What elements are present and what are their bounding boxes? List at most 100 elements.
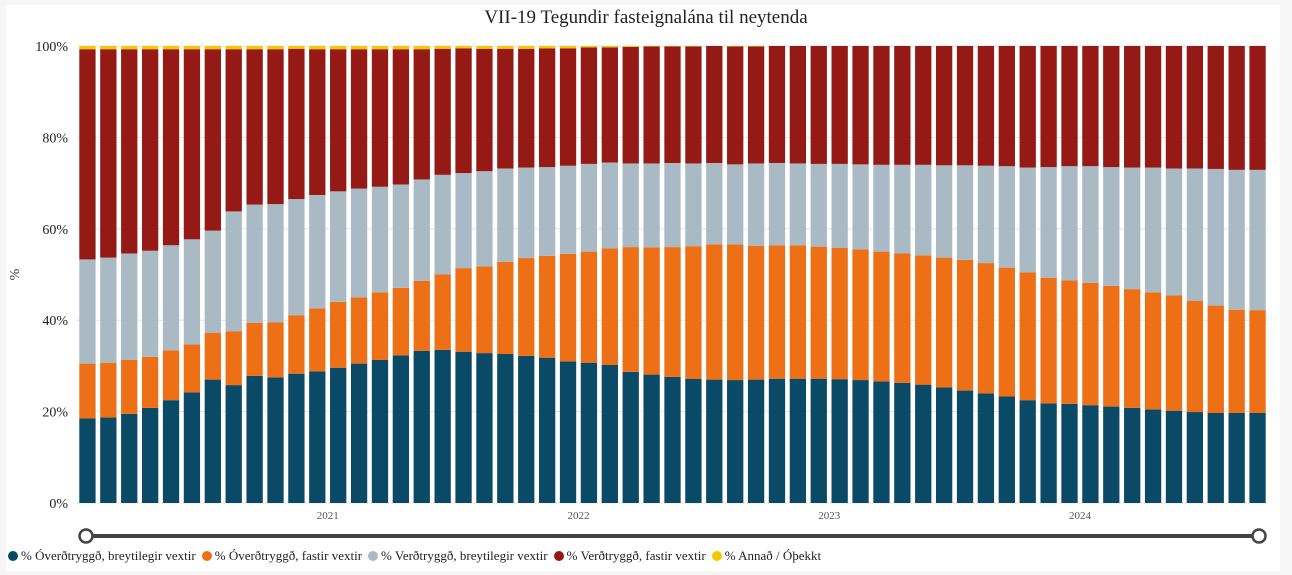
legend-item[interactable]: % Óverðtryggð, breytilegir vextir [8,548,196,564]
bar-segment-series-1-period-38 [873,251,890,382]
legend-item[interactable]: % Verðtryggð, breytilegir vextir [368,548,548,564]
bar-segment-series-0-period-38 [873,381,890,503]
bar-segment-series-0-period-1 [100,417,117,503]
bar-segment-series-3-period-19 [476,48,493,172]
bar-segment-series-1-period-9 [267,322,284,378]
bar-segment-series-2-period-47 [1061,166,1078,281]
bar-segment-series-3-period-30 [706,46,723,163]
bar-segment-series-2-period-48 [1082,166,1099,283]
bar-segment-series-0-period-49 [1103,406,1120,503]
date-range-slider[interactable] [78,528,1267,544]
bar-segment-series-2-period-44 [998,166,1015,268]
bar-segment-series-3-period-48 [1082,46,1099,167]
bar-segment-series-3-period-34 [789,46,807,164]
bar-segment-series-4-period-23 [559,46,577,49]
bar-segment-series-2-period-14 [371,186,389,293]
bar-segment-series-3-period-43 [977,46,995,166]
bar-segment-series-0-period-45 [1019,400,1036,503]
bar-segment-series-2-period-55 [1228,169,1245,310]
bar-segment-series-3-period-17 [434,48,451,175]
bar-segment-series-0-period-48 [1082,405,1099,503]
x-tick-label: 2021 [317,510,339,522]
bar-segment-series-0-period-17 [434,349,451,503]
bar-segment-series-3-period-55 [1228,46,1245,170]
bar-segment-series-1-period-21 [518,258,535,356]
bar-segment-series-2-period-32 [747,163,765,246]
bar-segment-series-3-period-23 [559,48,577,166]
bar-segment-series-0-period-46 [1040,403,1057,503]
bar-segment-series-0-period-22 [538,357,556,503]
bar-segment-series-2-period-40 [915,164,932,256]
bar-segment-series-2-period-22 [538,167,556,256]
bar-segment-series-3-period-42 [956,46,974,166]
legend-item[interactable]: % Verðtryggð, fastir vextir [553,548,706,564]
bar-segment-series-4-period-13 [350,46,368,50]
bar-segment-series-2-period-35 [810,163,827,247]
y-tick-label: 40% [42,314,68,329]
bar-segment-series-0-period-4 [162,400,180,503]
bar-segment-series-1-period-20 [497,261,514,355]
y-tick-label: 20% [42,406,68,421]
bar-segment-series-4-period-6 [204,46,221,50]
bar-segment-series-2-period-30 [706,162,723,245]
bar-segment-series-2-period-23 [559,165,577,254]
bar-segment-series-1-period-11 [309,308,326,372]
bar-segment-series-1-period-40 [915,255,932,385]
bar-segment-series-1-period-32 [747,245,765,380]
bar-segment-series-0-period-28 [664,376,681,503]
bar-segment-series-2-period-4 [162,245,180,351]
bar-segment-series-1-period-41 [935,257,953,388]
bar-segment-series-1-period-43 [977,263,995,394]
bar-segment-series-3-period-45 [1019,46,1036,168]
bar-segment-series-0-period-19 [476,353,493,503]
x-tick-label: 2022 [567,510,589,522]
bar-segment-series-0-period-30 [706,379,723,503]
bar-segment-series-0-period-40 [915,384,932,503]
bar-segment-series-3-period-15 [392,49,410,185]
bar-segment-series-1-period-0 [79,363,96,419]
bar-segment-series-2-period-15 [392,184,410,288]
bar-segment-series-3-period-24 [580,47,598,164]
bar-segment-series-1-period-39 [894,253,911,383]
bar-segment-series-1-period-3 [141,356,159,408]
bar-segment-series-0-period-3 [141,407,159,503]
bar-segment-series-3-period-3 [141,49,159,251]
slider-handle-end[interactable] [1251,528,1267,544]
slider-handle-start[interactable] [78,528,94,544]
bar-segment-series-2-period-41 [935,165,953,258]
bar-segment-series-1-period-4 [162,350,180,401]
bar-segment-series-2-period-17 [434,174,451,275]
bar-segment-series-0-period-29 [685,378,702,503]
bar-segment-series-3-period-4 [162,49,180,246]
bar-segment-series-4-period-5 [183,46,201,50]
bar-segment-series-1-period-35 [810,246,827,379]
bar-segment-series-1-period-31 [727,244,744,381]
bar-segment-series-2-period-56 [1249,169,1266,311]
bar-segment-series-0-period-13 [350,363,368,503]
legend-label: % Verðtryggð, fastir vextir [566,548,706,563]
bar-segment-series-4-period-8 [246,46,263,50]
bar-segment-series-3-period-20 [497,48,514,169]
bar-segment-series-0-period-43 [977,393,995,503]
bar-segment-series-0-period-27 [643,374,660,503]
bar-segment-series-2-period-9 [267,204,284,323]
bar-segment-series-2-period-39 [894,164,911,254]
legend-item[interactable]: % Óverðtryggð, fastir vextir [201,548,362,564]
bar-segment-series-1-period-12 [330,301,347,368]
bar-segment-series-2-period-51 [1144,167,1162,293]
bar-segment-series-1-period-5 [183,344,201,393]
bar-segment-series-0-period-7 [225,385,242,503]
legend-label: % Annað / Óþekkt [724,548,822,563]
bar-segment-series-0-period-34 [789,378,807,503]
bar-segment-series-0-period-5 [183,392,201,503]
bar-segment-series-4-period-14 [371,46,389,50]
bar-segment-series-2-period-53 [1186,168,1204,302]
bar-segment-series-3-period-41 [935,46,953,166]
bar-segment-series-1-period-27 [643,247,660,375]
legend-item[interactable]: % Annað / Óþekkt [711,548,822,564]
bar-segment-series-0-period-10 [288,373,305,503]
bar-segment-series-3-period-31 [727,46,744,165]
bar-segment-series-0-period-52 [1165,410,1183,503]
bar-segment-series-1-period-7 [225,331,242,386]
